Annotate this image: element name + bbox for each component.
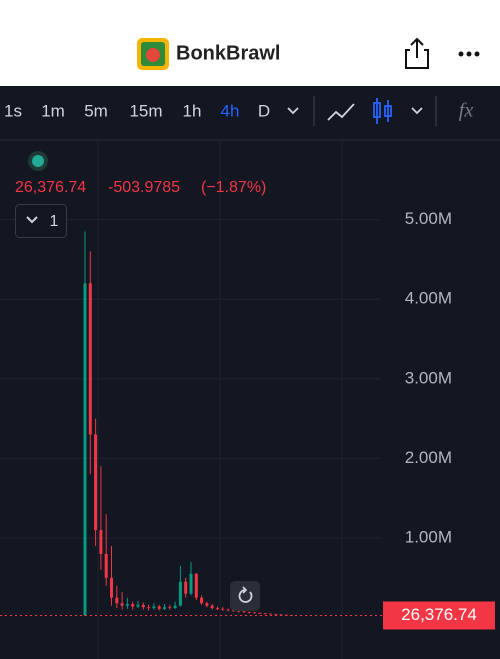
token-logo — [137, 38, 169, 70]
legend-price: 26,376.74 — [15, 179, 86, 196]
interval-button[interactable]: 1s — [4, 101, 22, 120]
candle-body — [152, 606, 156, 609]
last-price-label: 26,376.74 — [401, 605, 477, 624]
interval-button[interactable]: 1m — [41, 101, 65, 120]
y-tick-label: 1.00M — [405, 527, 452, 546]
chart-type-dropdown[interactable] — [411, 107, 423, 115]
y-tick-label: 5.00M — [405, 209, 452, 228]
candle-body — [120, 603, 124, 606]
candle-body — [200, 597, 204, 604]
candle-body — [115, 597, 119, 604]
candle-body — [147, 607, 151, 609]
candle-body — [94, 434, 98, 531]
interval-button[interactable]: 1h — [183, 101, 202, 120]
y-tick-label: 3.00M — [405, 368, 452, 387]
candle-body — [221, 608, 225, 610]
candle-body — [173, 605, 177, 609]
candle-body — [258, 612, 262, 614]
candle-body — [279, 614, 283, 616]
candle-body — [157, 606, 161, 609]
candle-body — [99, 530, 103, 554]
candle-body — [125, 604, 129, 606]
share-button[interactable] — [405, 37, 429, 69]
candle-body — [237, 610, 241, 612]
line-chart-button[interactable] — [327, 103, 355, 121]
candle-body — [210, 605, 214, 609]
candle-body — [231, 610, 235, 612]
candle-body — [88, 283, 92, 435]
vertical-grid — [97, 140, 343, 659]
reset-button[interactable] — [230, 581, 260, 611]
candle-body — [274, 614, 278, 615]
status-dot — [32, 155, 44, 167]
candle-body — [110, 577, 113, 598]
interval-button[interactable]: D — [258, 101, 270, 120]
candle-body — [168, 607, 172, 609]
chart-area — [0, 136, 500, 659]
candle-body — [269, 613, 272, 615]
header-title: BonkBrawl — [176, 42, 280, 64]
candle-body — [247, 612, 251, 613]
candle-body — [163, 607, 166, 609]
last-price-badge — [383, 601, 495, 630]
candle-body — [136, 604, 140, 607]
y-tick-label: 2.00M — [405, 448, 452, 467]
candle-body — [226, 609, 230, 611]
candle-body — [141, 604, 145, 608]
toolbar — [0, 86, 500, 136]
interval-button[interactable]: 5m — [84, 101, 108, 120]
interval-dropdown[interactable] — [287, 107, 299, 115]
candle-body — [184, 581, 188, 594]
candle-body — [216, 608, 219, 609]
legend-change-percent: (−1.87%) — [201, 179, 266, 196]
candle-body — [131, 604, 135, 607]
candle-body — [263, 613, 267, 615]
candle-body — [189, 573, 193, 594]
indicators-button[interactable]: fx — [459, 100, 474, 122]
candle-body — [178, 581, 182, 606]
candle-body — [205, 603, 209, 606]
interval-button[interactable]: 4h — [221, 101, 240, 120]
candle-body — [194, 573, 198, 598]
candle-body — [83, 283, 87, 616]
indicator-count: 1 — [50, 213, 59, 230]
candle-body — [253, 612, 257, 614]
indicator-toggle[interactable]: 1 — [15, 204, 67, 238]
candle-chart-button[interactable] — [373, 98, 392, 124]
y-tick-label: 4.00M — [405, 289, 452, 308]
candle-body — [242, 611, 246, 613]
interval-button[interactable]: 15m — [129, 101, 162, 120]
candle-body — [104, 553, 108, 578]
legend-change: -503.9785 — [108, 179, 180, 196]
more-button[interactable] — [458, 51, 480, 57]
